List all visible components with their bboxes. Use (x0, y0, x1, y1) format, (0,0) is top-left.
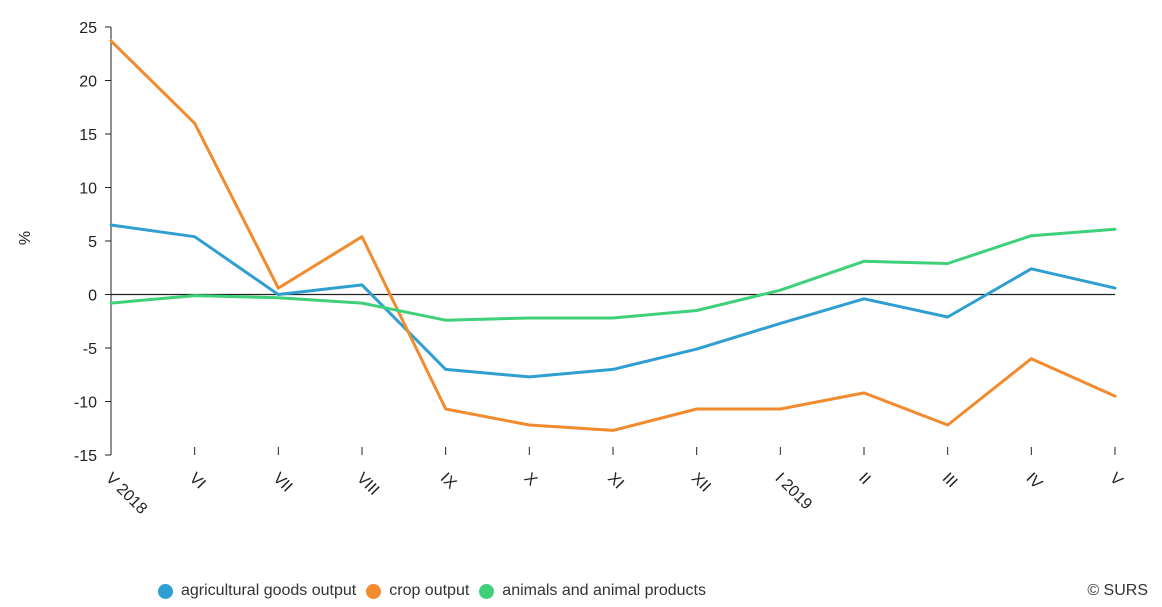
legend-label: crop output (389, 582, 470, 599)
x-axis-ticks: V 2018 VI VII VIII IX X XI XII I 2019 II III IV V (102, 447, 1126, 518)
x-tick-label: III (939, 470, 960, 491)
y-tick-label: 25 (79, 20, 97, 37)
y-tick-label: 0 (88, 288, 97, 305)
x-tick-label: IV (1023, 470, 1046, 493)
y-tick-label: 10 (79, 181, 97, 198)
source-credit: © SURS (1087, 582, 1148, 599)
x-tick-label: XII (688, 470, 714, 496)
y-tick-label: -15 (74, 448, 97, 465)
legend-marker (158, 583, 173, 599)
y-axis-label: % (17, 231, 34, 245)
series-line-agricultural-goods-output (109, 223, 1117, 379)
legend-marker (479, 583, 495, 599)
legend-label: animals and animal products (502, 582, 706, 599)
legend-marker (366, 583, 382, 599)
x-tick-label: XI (604, 470, 627, 493)
x-tick-label: II (855, 470, 873, 488)
x-tick-label: V 2018 (102, 470, 150, 518)
x-tick-label: V (1106, 470, 1126, 490)
series-line-animals-and-animal-products (109, 227, 1117, 322)
x-tick-label: X (521, 470, 541, 490)
y-tick-label: 5 (88, 234, 97, 251)
legend: agricultural goods output crop output anim… (158, 582, 716, 600)
series-lines (109, 39, 1117, 432)
x-tick-label: IX (437, 470, 460, 493)
y-tick-label: 15 (79, 127, 97, 144)
x-tick-label: VII (270, 470, 296, 496)
legend-item-agricultural-goods-output: agricultural goods output (158, 582, 356, 600)
x-tick-label: VI (186, 470, 209, 493)
y-tick-label: -5 (83, 341, 97, 358)
legend-item-animals-and-animal-products: animals and animal products (479, 582, 706, 600)
x-tick-label: I 2019 (772, 470, 816, 514)
series-line-crop-output (109, 39, 1117, 432)
y-tick-label: -10 (74, 395, 97, 412)
legend-label: agricultural goods output (181, 582, 357, 599)
legend-item-crop-output: crop output (366, 582, 469, 600)
x-tick-label: VIII (353, 470, 382, 499)
y-tick-label: 20 (79, 74, 97, 91)
y-axis-ticks: 25 20 15 10 5 0 -5 -10 -15 (74, 20, 111, 465)
